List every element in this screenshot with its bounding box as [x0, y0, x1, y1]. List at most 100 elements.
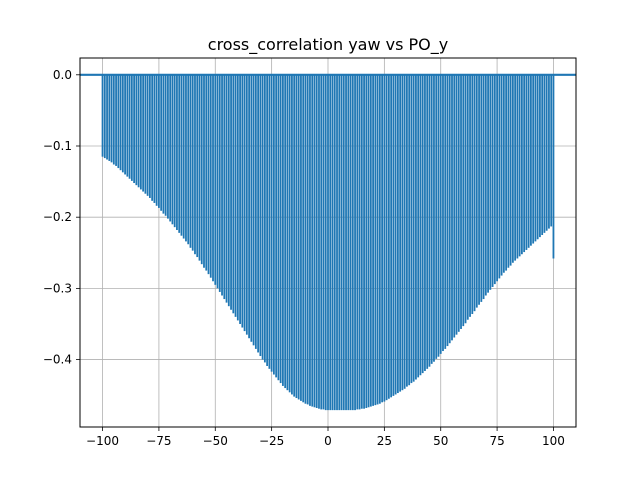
- bar-lag--75: [158, 74, 160, 208]
- bar-lag--69: [171, 74, 174, 225]
- bar-lag-33: [401, 74, 404, 391]
- bar-lag--81: [144, 74, 147, 194]
- bar-lag--4: [318, 74, 320, 409]
- bar-lag-49: [437, 74, 440, 357]
- bar-lag-3: [333, 74, 336, 411]
- bar-lag--62: [187, 74, 190, 245]
- bar-lag-18: [367, 74, 370, 408]
- bar-lag--3: [320, 74, 323, 410]
- bar-lag--39: [239, 74, 241, 324]
- bar-lag--11: [302, 74, 305, 403]
- x-tick-label-0: −100: [86, 434, 119, 448]
- bar-lag-66: [475, 74, 478, 308]
- bar-lag--51: [212, 74, 214, 282]
- bar-lag-93: [536, 74, 539, 240]
- bar-lag--59: [194, 74, 196, 255]
- bar-lag--1: [324, 74, 327, 411]
- bar-lag-31: [396, 74, 399, 394]
- bar-lag-48: [435, 74, 438, 359]
- bar-lag--28: [263, 74, 266, 363]
- bar-lag-10: [349, 74, 352, 411]
- bar-lag--22: [277, 74, 280, 381]
- x-tick-label-1: −75: [146, 434, 171, 448]
- bar-lag--50: [214, 74, 217, 285]
- bar-lag--2: [322, 74, 325, 410]
- bar-series: [101, 74, 555, 411]
- bar-lag-97: [545, 74, 548, 231]
- bar-lag--14: [295, 74, 298, 399]
- bar-lag-55: [451, 74, 453, 341]
- x-tick-label-3: −25: [259, 434, 284, 448]
- bar-lag-65: [473, 74, 476, 312]
- bar-lag-99: [550, 74, 553, 227]
- bar-lag--56: [200, 74, 203, 265]
- bar-lag--26: [268, 74, 271, 369]
- bar-lag--95: [112, 74, 115, 165]
- bar-lag-53: [446, 74, 449, 347]
- bar-lag--86: [133, 74, 136, 184]
- bar-lag--18: [286, 74, 289, 391]
- bar-lag-23: [378, 74, 381, 404]
- x-tick-label-6: 50: [433, 434, 448, 448]
- bar-lag-34: [403, 74, 406, 389]
- x-tick-label-7: 75: [489, 434, 504, 448]
- y-tick-label-2: −0.2: [43, 210, 72, 224]
- bar-lag-78: [502, 74, 505, 273]
- bar-lag--85: [135, 74, 138, 186]
- bar-lag--65: [180, 74, 183, 236]
- bar-lag--71: [167, 74, 169, 219]
- bar-lag-94: [539, 74, 541, 238]
- bar-lag--77: [153, 74, 156, 203]
- bar-lag--20: [282, 74, 284, 386]
- bar-lag-39: [415, 74, 417, 380]
- bar-lag--21: [279, 74, 282, 384]
- bar-lag-36: [408, 74, 411, 386]
- bar-lag--82: [142, 74, 145, 192]
- bar-lag--54: [205, 74, 208, 271]
- bar-lag-80: [507, 74, 510, 268]
- bar-lag--33: [252, 74, 255, 346]
- bar-lag-69: [482, 74, 485, 300]
- bar-lag-100: [552, 74, 555, 259]
- bar-lag-91: [532, 74, 535, 244]
- bar-lag--93: [117, 74, 120, 169]
- chart-title: cross_correlation yaw vs PO_y: [208, 35, 448, 55]
- y-tick-label-0: 0.0: [53, 68, 72, 82]
- bar-lag-46: [430, 74, 433, 364]
- bar-lag--23: [275, 74, 278, 378]
- bar-lag-0: [327, 74, 329, 411]
- bar-lag-45: [428, 74, 431, 367]
- bar-lag-60: [462, 74, 465, 327]
- bar-lag--97: [108, 74, 111, 161]
- bar-lag--41: [234, 74, 237, 317]
- bar-lag-74: [493, 74, 496, 285]
- bar-lag--8: [309, 74, 311, 406]
- bar-lag--53: [207, 74, 210, 275]
- bar-lag-8: [345, 74, 347, 411]
- bar-lag--83: [139, 74, 142, 190]
- bar-lag--60: [191, 74, 194, 251]
- bar-lag-42: [421, 74, 424, 374]
- bar-lag-77: [500, 74, 503, 276]
- bar-lag--99: [103, 74, 106, 159]
- bar-lag-17: [365, 74, 368, 408]
- bar-lag-32: [399, 74, 402, 392]
- bar-lag--52: [209, 74, 212, 278]
- bar-lag-72: [489, 74, 492, 290]
- bar-lag--5: [315, 74, 318, 408]
- bar-lag-98: [548, 74, 550, 229]
- bar-lag--94: [115, 74, 117, 166]
- bar-lag-2: [331, 74, 334, 411]
- bar-lag-92: [534, 74, 537, 242]
- bar-lag-81: [509, 74, 512, 266]
- bar-lag--6: [313, 74, 316, 408]
- bar-lag--44: [227, 74, 230, 307]
- bar-lag-82: [511, 74, 514, 263]
- bar-lag-96: [543, 74, 546, 233]
- bar-lag--72: [164, 74, 167, 216]
- bar-lag-9: [347, 74, 350, 411]
- bar-lag--89: [126, 74, 129, 177]
- bar-lag--37: [243, 74, 246, 332]
- bar-lag--70: [169, 74, 172, 222]
